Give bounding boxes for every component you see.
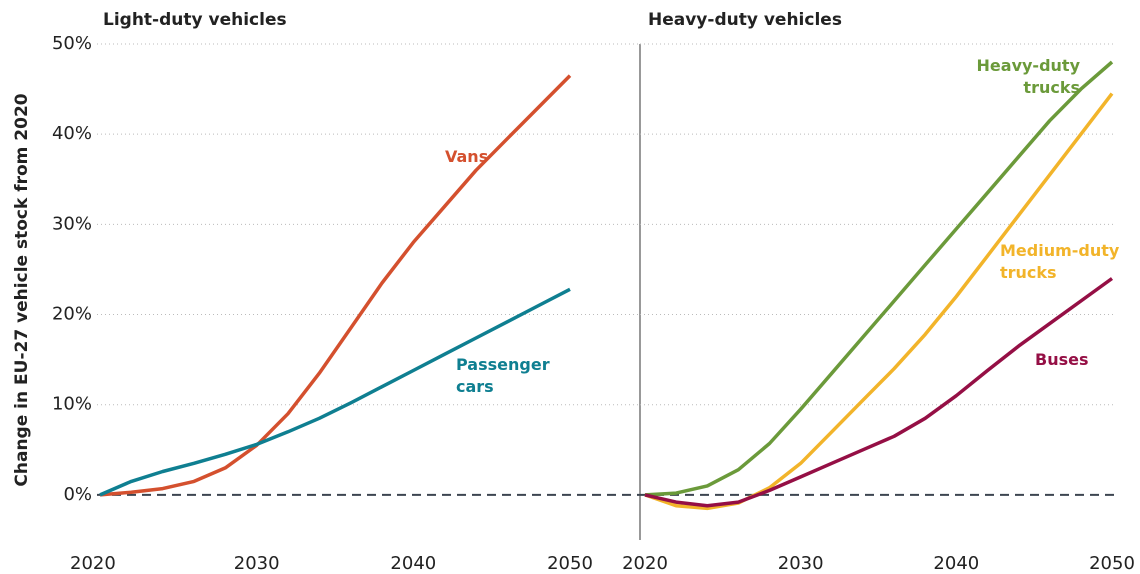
y-tick-label: 20% [52,304,92,325]
series-label: Buses [1035,350,1089,369]
x-tick-label: 2030 [234,553,280,574]
x-tick-label: 2050 [547,553,593,574]
y-tick-label: 0% [63,484,92,505]
series-line [644,92,1114,511]
series-label: Medium-duty trucks [1000,241,1120,282]
x-tick-label: 2030 [778,553,824,574]
x-tick-label: 2020 [70,553,116,574]
x-tick-label: 2050 [1089,553,1135,574]
x-tick-label: 2020 [622,553,668,574]
x-tick-label: 2040 [933,553,979,574]
series-line [644,60,1114,497]
series-line [99,74,572,497]
y-axis-label: Change in EU-27 vehicle stock from 2020 [12,93,32,486]
y-tick-label: 40% [52,123,92,144]
y-tick-label: 30% [52,213,92,234]
series-line [644,277,1114,508]
series-label: Passenger cars [456,355,550,396]
y-tick-label: 10% [52,394,92,415]
series-label: Vans [445,147,489,166]
panel-title: Light-duty vehicles [103,10,287,30]
panel-title: Heavy-duty vehicles [648,10,842,30]
series-label: Heavy-duty trucks [976,56,1080,97]
y-tick-label: 50% [52,33,92,54]
series-line [99,287,571,497]
x-tick-label: 2040 [390,553,436,574]
